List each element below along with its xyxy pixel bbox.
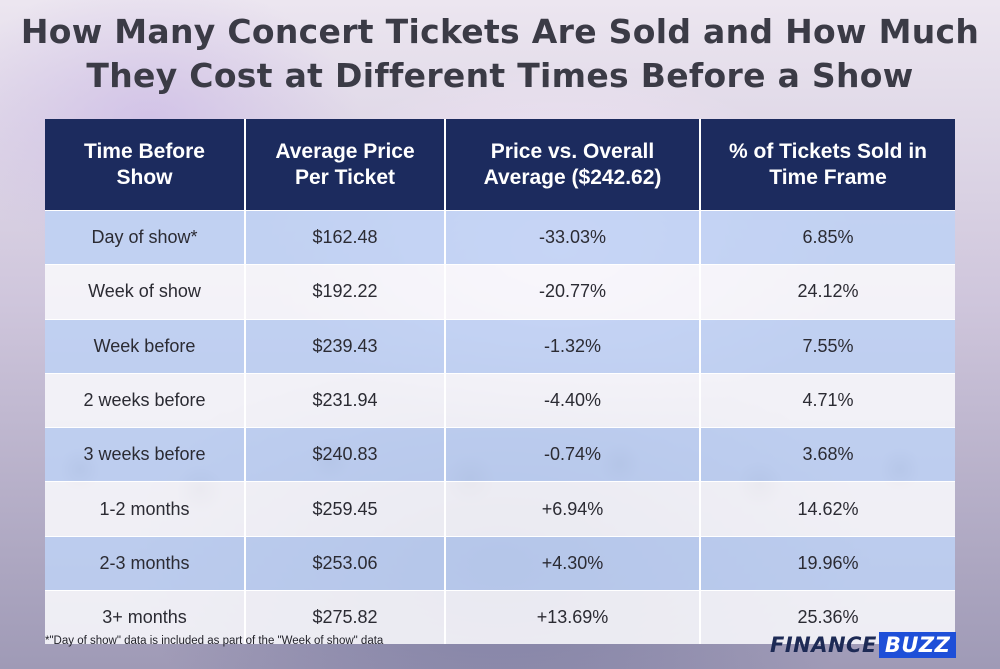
- page-title: How Many Concert Tickets Are Sold and Ho…: [20, 12, 980, 95]
- cell-average-price: $162.48: [245, 209, 446, 265]
- cell-price-vs-average: -0.74%: [445, 427, 701, 482]
- logo-word-finance: FINANCE: [770, 633, 877, 657]
- data-table-container: Time Before Show Average Price Per Ticke…: [45, 119, 955, 645]
- cell-average-price: $259.45: [245, 481, 446, 537]
- table-row: 3 weeks before $240.83 -0.74% 3.68%: [45, 427, 955, 482]
- table-row: Week before $239.43 -1.32% 7.55%: [45, 318, 955, 374]
- column-header-time-before-show: Time Before Show: [45, 119, 246, 211]
- cell-price-vs-average: +6.94%: [445, 481, 701, 537]
- cell-price-vs-average: -4.40%: [445, 372, 701, 428]
- cell-percent-sold: 7.55%: [700, 318, 955, 374]
- cell-price-vs-average: -1.32%: [445, 318, 701, 374]
- table-row: 1-2 months $259.45 +6.94% 14.62%: [45, 481, 955, 537]
- cell-average-price: $192.22: [245, 264, 446, 320]
- cell-percent-sold: 19.96%: [700, 535, 955, 591]
- table-row: 2 weeks before $231.94 -4.40% 4.71%: [45, 372, 955, 428]
- cell-percent-sold: 24.12%: [700, 264, 955, 320]
- table-row: 3+ months $275.82 +13.69% 25.36%: [45, 590, 955, 645]
- cell-time-before-show: 1-2 months: [45, 481, 246, 537]
- cell-time-before-show: Day of show*: [45, 209, 246, 265]
- cell-average-price: $239.43: [245, 318, 446, 374]
- cell-time-before-show: Week of show: [45, 264, 246, 320]
- cell-percent-sold: 4.71%: [700, 372, 955, 428]
- table-header-row: Time Before Show Average Price Per Ticke…: [45, 119, 955, 211]
- column-header-price-vs-average: Price vs. Overall Average ($242.62): [445, 119, 701, 211]
- cell-average-price: $240.83: [245, 427, 446, 482]
- cell-time-before-show: 2 weeks before: [45, 372, 246, 428]
- cell-average-price: $275.82: [245, 590, 446, 645]
- column-header-percent-sold: % of Tickets Sold in Time Frame: [700, 119, 955, 211]
- cell-time-before-show: Week before: [45, 318, 246, 374]
- cell-price-vs-average: -20.77%: [445, 264, 701, 320]
- cell-average-price: $253.06: [245, 535, 446, 591]
- cell-time-before-show: 3 weeks before: [45, 427, 246, 482]
- footnote: *"Day of show" data is included as part …: [45, 635, 384, 647]
- cell-time-before-show: 2-3 months: [45, 535, 246, 591]
- table-row: Day of show* $162.48 -33.03% 6.85%: [45, 209, 955, 265]
- financebuzz-logo: FINANCE BUZZ: [770, 630, 957, 660]
- cell-price-vs-average: +13.69%: [445, 590, 701, 645]
- cell-time-before-show: 3+ months: [45, 590, 246, 645]
- table-row: Week of show $192.22 -20.77% 24.12%: [45, 264, 955, 320]
- cell-average-price: $231.94: [245, 372, 446, 428]
- logo-word-buzz: BUZZ: [878, 632, 957, 658]
- table-row: 2-3 months $253.06 +4.30% 19.96%: [45, 535, 955, 591]
- cell-percent-sold: 3.68%: [700, 427, 955, 482]
- cell-price-vs-average: -33.03%: [445, 209, 701, 265]
- column-header-average-price: Average Price Per Ticket: [245, 119, 446, 211]
- cell-percent-sold: 14.62%: [700, 481, 955, 537]
- cell-price-vs-average: +4.30%: [445, 535, 701, 591]
- cell-percent-sold: 6.85%: [700, 209, 955, 265]
- ticket-data-table: Time Before Show Average Price Per Ticke…: [45, 119, 955, 645]
